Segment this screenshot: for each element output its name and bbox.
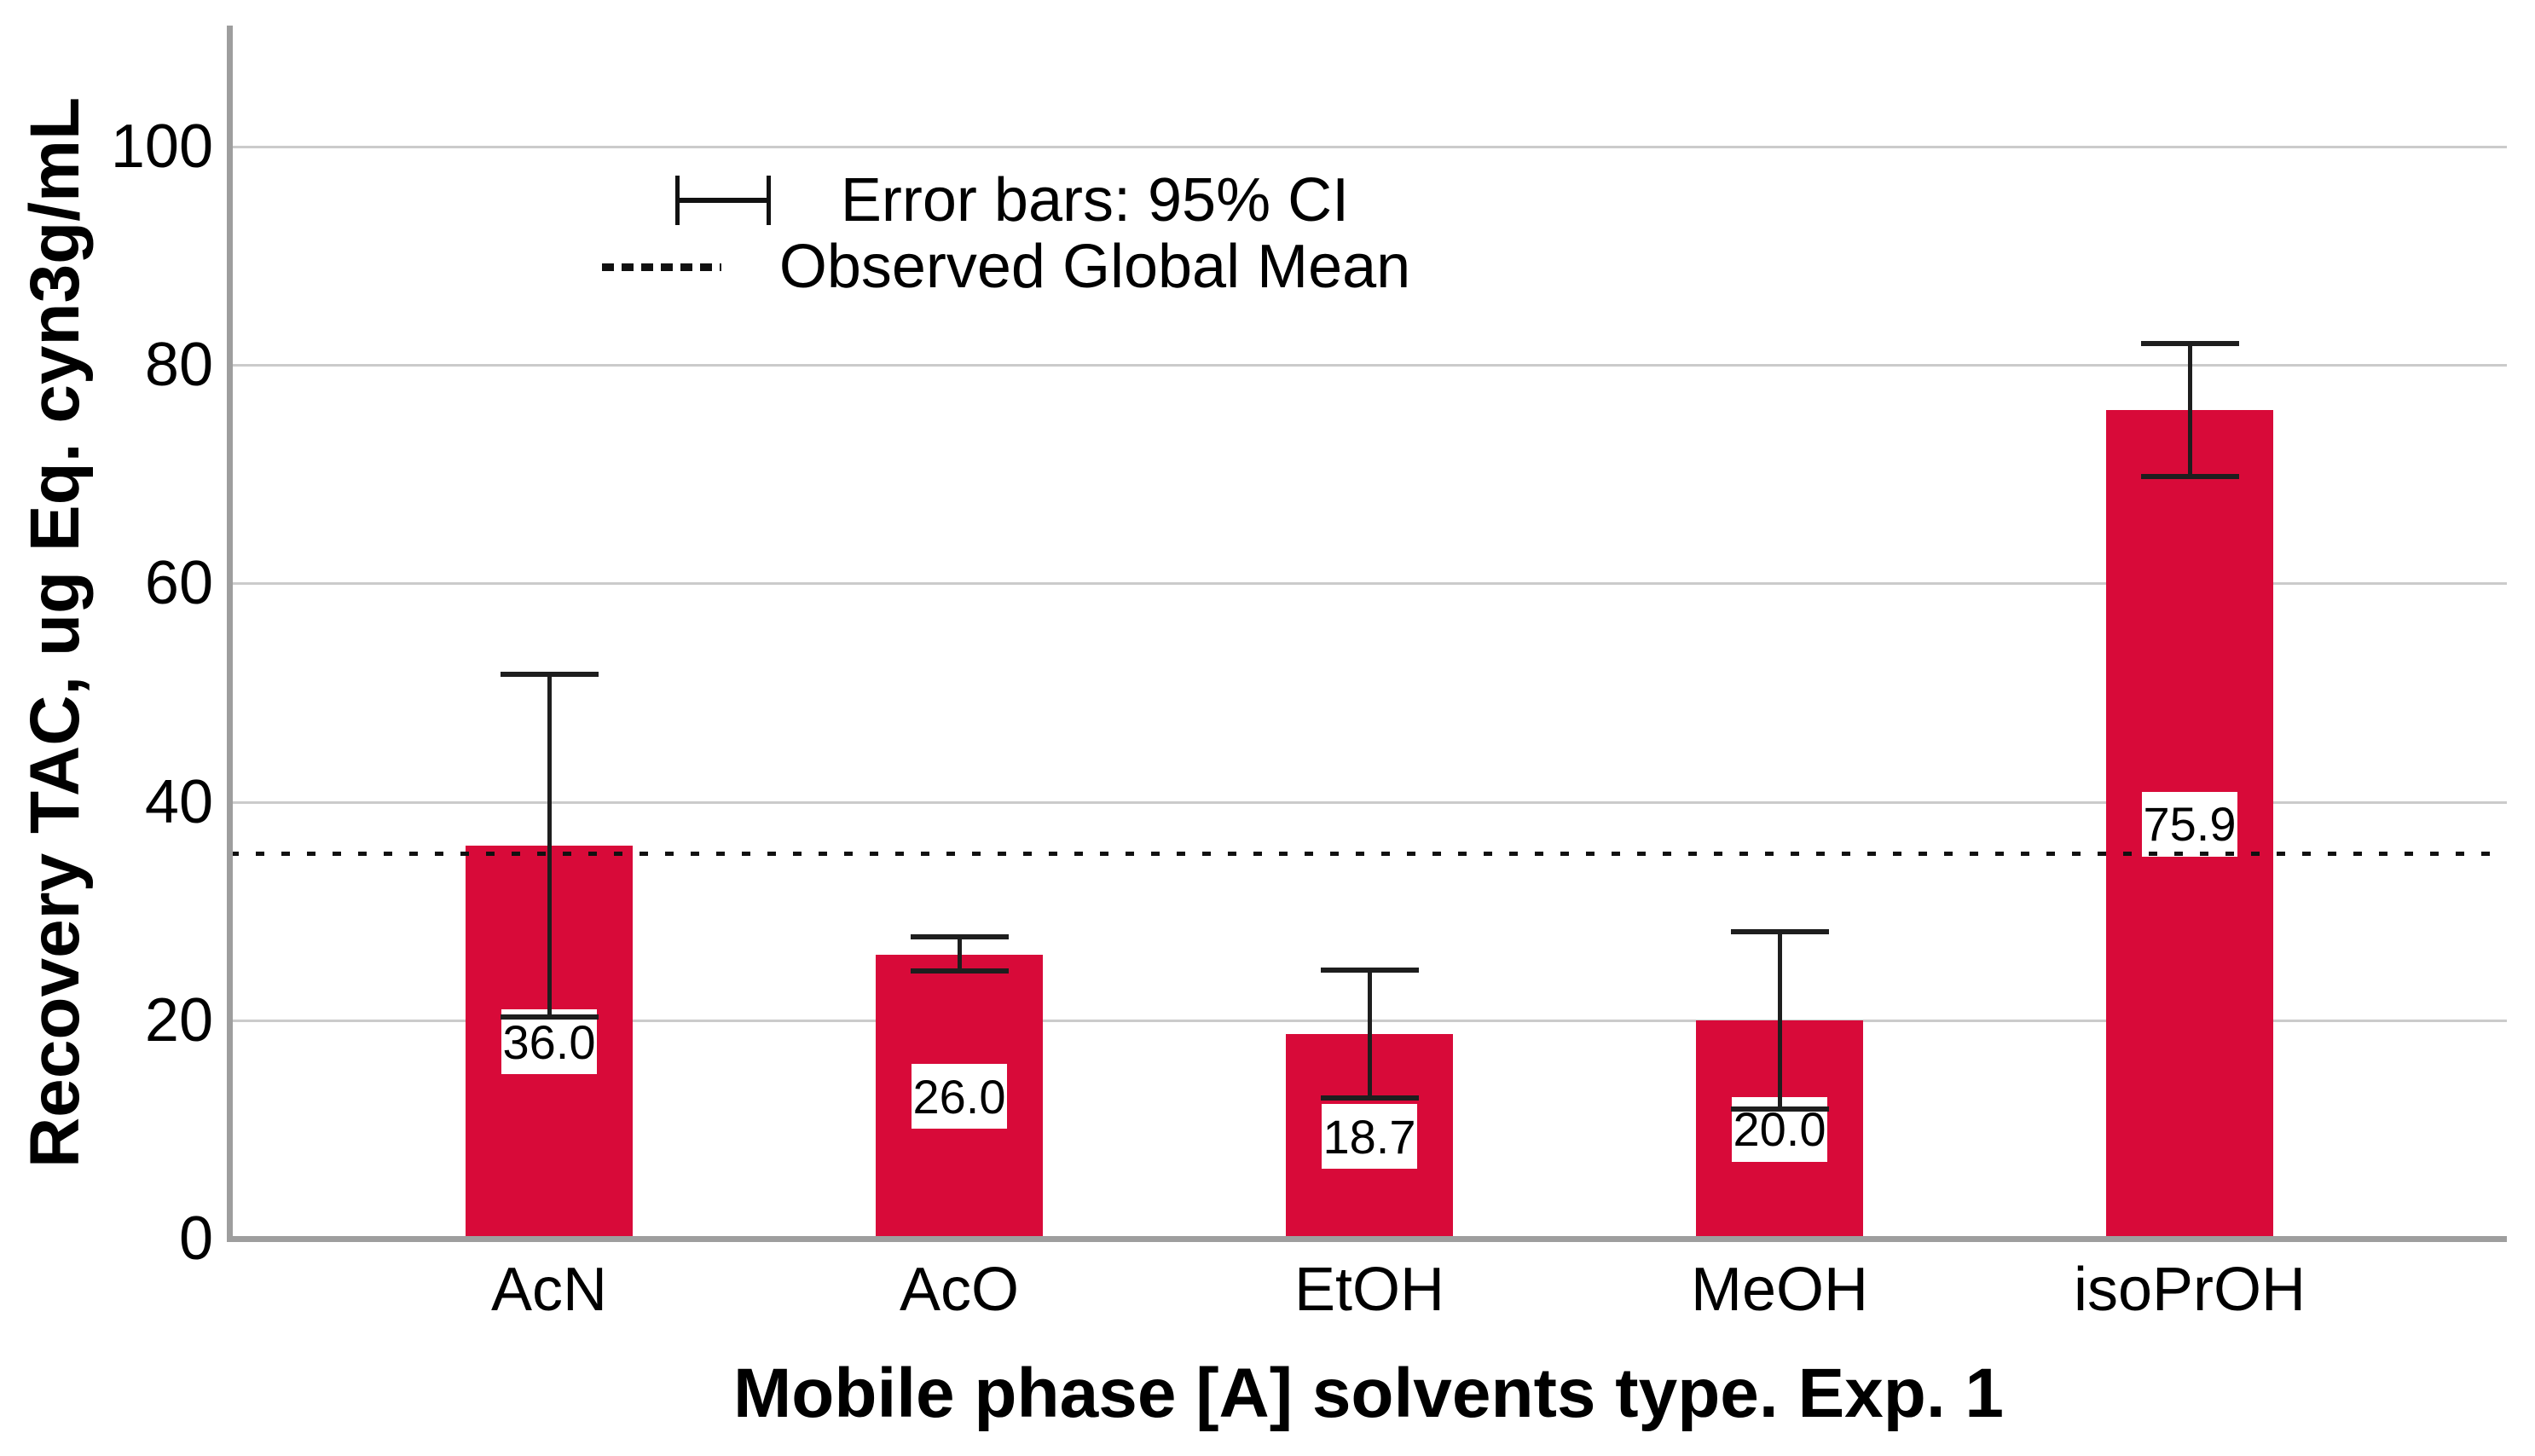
error-bar-line	[1368, 969, 1372, 1098]
y-axis-line	[227, 26, 233, 1242]
error-bar-cap-lower	[1730, 1106, 1829, 1112]
legend-item-error-bars: Error bars: 95% CI	[597, 166, 1398, 234]
y-tick-label: 40	[144, 767, 213, 836]
y-tick-label: 100	[110, 113, 213, 181]
error-bar-cap-lower	[910, 968, 1009, 974]
error-bar-cap-lower	[1320, 1095, 1419, 1101]
y-tick-label: 0	[178, 1205, 213, 1273]
error-bar-cap-lower	[2140, 473, 2239, 479]
bar-value-label: 18.7	[1322, 1104, 1417, 1170]
gridline	[230, 800, 2507, 804]
error-bar-line	[958, 937, 962, 972]
x-tick-label-MeOH: MeOH	[1690, 1256, 1869, 1324]
legend-item-global-mean: Observed Global Mean	[597, 233, 1410, 301]
bar-value-label: 26.0	[912, 1064, 1007, 1130]
bar-value-label: 75.9	[2142, 791, 2237, 857]
bar-value-label: 36.0	[501, 1009, 597, 1075]
x-axis-line	[227, 1236, 2507, 1242]
x-tick-label-AcN: AcN	[490, 1256, 608, 1324]
legend-label-global-mean: Observed Global Mean	[778, 233, 1411, 301]
x-tick-label-isoPrOH: isoPrOH	[2073, 1256, 2306, 1324]
error-bar-icon	[674, 176, 771, 225]
gridline	[230, 582, 2507, 586]
gridline	[230, 146, 2507, 148]
x-tick-label-EtOH: EtOH	[1294, 1256, 1445, 1324]
gridline	[230, 364, 2507, 367]
x-tick-label-AcO: AcO	[899, 1256, 1020, 1324]
error-bar-cap-upper	[1320, 967, 1419, 973]
error-bar-cap-upper	[1730, 929, 1829, 935]
y-tick-label: 80	[144, 331, 213, 400]
x-axis-title: Mobile phase [A] solvents type. Exp. 1	[732, 1355, 2005, 1432]
error-bar-cap-upper	[910, 934, 1009, 940]
global-mean-line	[230, 851, 2507, 856]
error-bar-cap-upper	[500, 671, 599, 677]
error-bar-cap-upper	[2140, 340, 2239, 346]
error-bar-line	[2188, 343, 2192, 477]
dashed-line-icon	[601, 263, 721, 271]
y-tick-label: 20	[144, 985, 213, 1054]
legend-label-error-bars: Error bars: 95% CI	[840, 166, 1350, 234]
error-bar-line	[547, 673, 552, 1017]
error-bar-cap-lower	[500, 1014, 599, 1020]
y-tick-label: 60	[144, 549, 213, 618]
error-bar-line	[1778, 932, 1782, 1109]
legend: Error bars: 95% CI Observed Global Mean	[597, 166, 1410, 301]
